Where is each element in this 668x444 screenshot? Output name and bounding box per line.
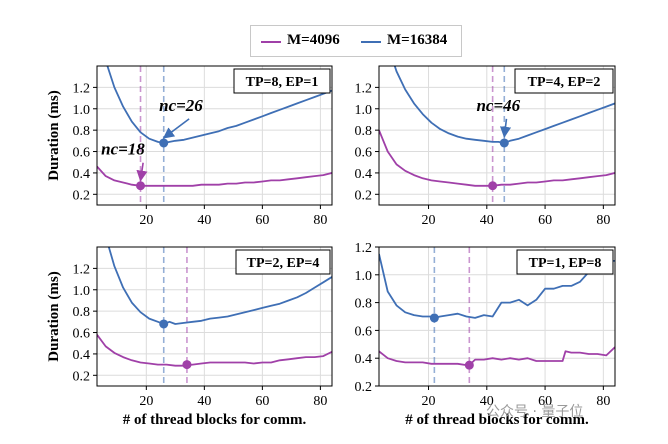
axes-frame (96, 246, 333, 387)
series-line-m16384 (107, 247, 332, 325)
annotation-arrow (162, 118, 190, 139)
y-tick-label: 0.2 (73, 188, 91, 203)
y-tick-label: 1.2 (355, 81, 373, 96)
legend: M=4096 M=16384 (250, 25, 462, 57)
optimum-point (159, 138, 169, 148)
x-tick-label: 80 (596, 213, 610, 228)
panel-label: TP=2, EP=4 (247, 256, 320, 271)
x-tick-label: 80 (313, 213, 327, 228)
legend-swatches (261, 41, 381, 43)
y-tick-label: 0.8 (355, 124, 373, 139)
x-tick-label: 20 (422, 394, 436, 409)
x-axis-label: # of thread blocks for comm. (405, 412, 589, 428)
series-line-m16384 (393, 66, 615, 144)
optimum-point (499, 138, 509, 148)
y-tick-label: 0.6 (73, 146, 91, 161)
legend-label-m4096: M=4096 (287, 32, 340, 48)
y-tick-label: 0.8 (355, 297, 373, 312)
x-tick-label: 20 (422, 213, 436, 228)
series-line-m4096 (97, 334, 332, 367)
optimum-point (159, 319, 169, 329)
series-line-m16384 (379, 253, 615, 319)
y-tick-label: 0.2 (355, 380, 373, 395)
legend-label-m16384: M=16384 (387, 32, 448, 48)
optimum-point (429, 313, 439, 323)
x-tick-label: 40 (197, 394, 211, 409)
axes-frame (378, 65, 616, 206)
y-tick-label: 0.4 (73, 167, 91, 182)
y-tick-label: 0.6 (73, 327, 91, 342)
panel-label: TP=8, EP=1 (246, 75, 319, 90)
optimum-point (464, 360, 474, 370)
annotation-arrow (499, 118, 512, 138)
series-line-m4096 (379, 346, 615, 367)
y-axis-label: Duration (ms) (46, 271, 62, 361)
panel-label: TP=1, EP=8 (529, 256, 602, 271)
optimum-point (488, 181, 498, 191)
y-tick-label: 1.0 (73, 103, 91, 118)
x-tick-label: 40 (480, 213, 494, 228)
y-tick-label: 0.8 (73, 305, 91, 320)
panel-3: 0.2 0.4 0.6 0.8 1.0 1.2 20 40 60 80 TP=2, EP=4 Dura… (46, 246, 333, 428)
panel-label-box (516, 249, 614, 275)
y-tick-label: 0.2 (73, 369, 91, 384)
y-tick-label: 0.6 (355, 146, 373, 161)
x-tick-label: 80 (313, 394, 327, 409)
y-tick-label: 1.2 (73, 81, 91, 96)
x-tick-label: 20 (139, 394, 153, 409)
x-tick-label: 20 (139, 213, 153, 228)
y-axis-label: Duration (ms) (46, 90, 62, 180)
panel-label-box (235, 249, 331, 275)
y-tick-label: 0.4 (355, 167, 373, 182)
y-tick-label: 1.2 (73, 262, 91, 277)
panel-label: TP=4, EP=2 (528, 75, 601, 90)
optimum-point (136, 181, 146, 191)
annotation-label: nc=18 (101, 140, 145, 159)
panel-4: 0.2 0.4 0.6 0.8 1.0 1.2 20 40 60 80 TP=1, EP=8 # of… (355, 241, 616, 428)
x-axis-label: # of thread blocks for comm. (123, 412, 307, 428)
y-tick-label: 1.0 (73, 284, 91, 299)
x-tick-label: 60 (255, 394, 269, 409)
annotation-arrow (136, 162, 148, 182)
y-tick-label: 1.0 (355, 103, 373, 118)
x-tick-label: 60 (255, 213, 269, 228)
panel-1: 0.2 0.4 0.6 0.8 1.0 1.2 20 40 60 80 TP=8, EP=1 Dura… (46, 65, 333, 228)
axes-frame (96, 65, 333, 206)
y-tick-label: 0.6 (355, 324, 373, 339)
y-tick-label: 0.4 (73, 348, 91, 363)
series-line-m16384 (106, 66, 332, 144)
panel-label-box (233, 68, 331, 94)
panel-2: 0.2 0.4 0.6 0.8 1.0 1.2 20 40 60 80 TP=4, EP=2 nc=4… (355, 65, 616, 228)
y-tick-label: 0.8 (73, 124, 91, 139)
y-tick-label: 0.2 (355, 188, 373, 203)
annotation-label: nc=26 (159, 96, 203, 115)
x-tick-label: 60 (538, 394, 552, 409)
x-tick-label: 40 (197, 213, 211, 228)
watermark-text: 公众号 · 量子位 (486, 404, 584, 420)
x-tick-label: 40 (480, 394, 494, 409)
annotation-label: nc=46 (476, 96, 520, 115)
axes-frame (378, 246, 616, 387)
y-tick-label: 1.0 (355, 269, 373, 284)
optimum-point (182, 360, 192, 370)
x-tick-label: 80 (596, 394, 610, 409)
y-tick-label: 0.4 (355, 352, 373, 367)
x-tick-label: 60 (538, 213, 552, 228)
panel-label-box (514, 68, 614, 94)
y-tick-label: 1.2 (355, 241, 373, 256)
